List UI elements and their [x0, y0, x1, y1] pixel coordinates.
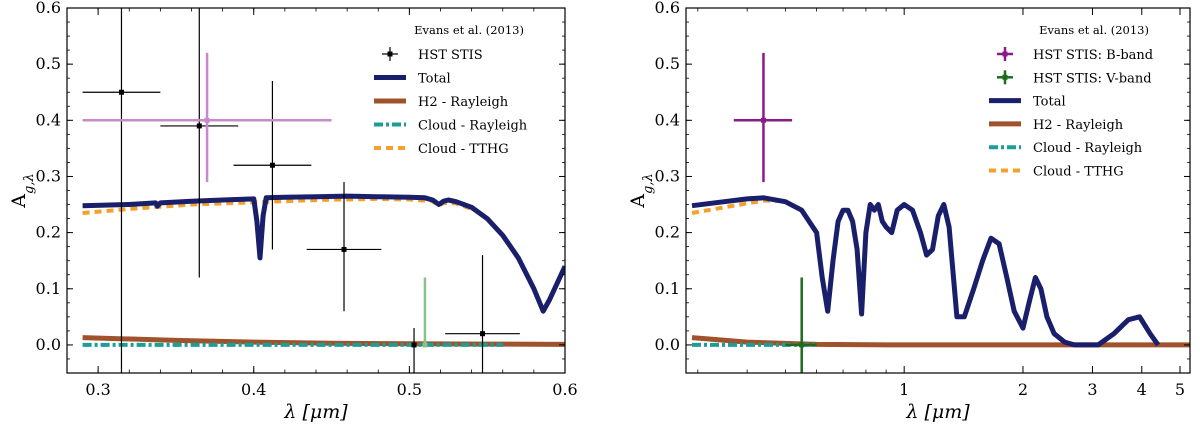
- legend-item-hst-stis: HST STIS: [382, 47, 483, 63]
- data-marker: [411, 342, 417, 348]
- data-point-5: [411, 328, 417, 373]
- legend: Evans et al. (2013) HST STIS: B-band HST S…: [989, 23, 1153, 180]
- x-tick-label: 2: [1018, 380, 1028, 399]
- series-line-total: [82, 193, 565, 314]
- legend-item-cloud-rayleigh: Cloud - Rayleigh: [989, 141, 1143, 156]
- plot-area: [691, 52, 1190, 373]
- y-axis-title: Ag,λ: [627, 173, 656, 208]
- data-marker: [760, 117, 766, 123]
- data-marker: [269, 162, 275, 168]
- y-tick-label: 0.6: [655, 0, 680, 17]
- legend-item-cloud-rayleigh: Cloud - Rayleigh: [374, 119, 528, 134]
- legend-label: HST STIS: V-band: [1033, 71, 1152, 86]
- axes-frame: [66, 7, 566, 374]
- x-tick-label: 4: [1137, 380, 1147, 399]
- legend-marker: [387, 51, 393, 57]
- legend-marker: [1002, 51, 1008, 57]
- legend-item-h2-rayleigh: H2 - Rayleigh: [989, 118, 1124, 133]
- legend-item-total: Total: [374, 72, 451, 87]
- x-tick-label: 0.5: [397, 380, 422, 399]
- legend-item-hst-stis-v-band: HST STIS: V-band: [997, 70, 1152, 86]
- data-marker: [799, 342, 805, 348]
- plot-area: [82, 8, 565, 373]
- x-axis-title: λ [μm]: [905, 401, 970, 423]
- data-point-6: [445, 255, 520, 373]
- legend-label: H2 - Rayleigh: [1033, 118, 1124, 133]
- legend-label: H2 - Rayleigh: [418, 95, 509, 110]
- y-tick-label: 0.2: [36, 223, 61, 242]
- y-tick-label: 0.3: [655, 166, 680, 185]
- legend-item-cloud-tthg: Cloud - TTHG: [989, 165, 1124, 180]
- data-point-2: [785, 277, 817, 373]
- data-point-3: [233, 81, 312, 250]
- legend-label: HST STIS: [418, 48, 483, 63]
- data-marker: [480, 331, 486, 337]
- y-tick-label: 0.2: [655, 223, 680, 242]
- data-marker: [341, 246, 347, 252]
- x-tick-label: 1: [899, 380, 909, 399]
- data-marker: [204, 117, 210, 123]
- x-tick-label: 5: [1175, 380, 1185, 399]
- legend-title: Evans et al. (2013): [414, 23, 524, 37]
- x-axis-title: λ [μm]: [283, 401, 348, 423]
- x-tick-label: 0.6: [552, 380, 577, 399]
- y-tick-label: 0.3: [36, 166, 61, 185]
- legend-label: HST STIS: B-band: [1033, 48, 1153, 63]
- data-point-4: [306, 182, 382, 312]
- y-tick-label: 0.5: [36, 54, 61, 73]
- series-line-total: [691, 195, 1161, 348]
- y-axis-title: Ag,λ: [8, 173, 37, 208]
- data-point-2: [160, 8, 239, 278]
- x-tick-label: 0.4: [241, 380, 266, 399]
- data-point-8: [422, 277, 428, 348]
- data-marker: [196, 123, 202, 129]
- data-marker: [422, 342, 428, 348]
- y-tick-label: 0.0: [36, 335, 61, 354]
- y-tick-label: 0.6: [36, 0, 61, 17]
- legend-item-cloud-tthg: Cloud - TTHG: [374, 142, 509, 157]
- legend-label: Cloud - Rayleigh: [1033, 141, 1143, 156]
- data-marker: [118, 89, 124, 95]
- y-tick-label: 0.1: [36, 279, 61, 298]
- legend-label: Total: [1033, 95, 1066, 110]
- y-tick-label: 0.5: [655, 54, 680, 73]
- legend: Evans et al. (2013) HST STIS Total H2 - Ray…: [374, 23, 528, 157]
- data-point-1: [733, 52, 793, 183]
- series-line-h2-rayleigh: [691, 335, 1190, 348]
- legend-label: Total: [418, 72, 451, 87]
- legend-marker: [1002, 74, 1008, 80]
- legend-label: Cloud - TTHG: [1033, 165, 1124, 180]
- x-tick-label: 3: [1087, 380, 1097, 399]
- legend-title: Evans et al. (2013): [1039, 23, 1149, 37]
- panel-2: 0.0 0.1 0.2 0.3 0.4 0.5 0.6 1 2 3 4 5 λ [μm] Ag,λ Evan…: [627, 0, 1191, 423]
- panel-1: 0.0 0.1 0.2 0.3 0.4 0.5 0.6 0.3 0.4 0.5 0.6 λ [μm] A…: [8, 0, 578, 423]
- legend-item-total: Total: [989, 95, 1066, 110]
- legend-label: Cloud - Rayleigh: [418, 119, 528, 134]
- legend-item-hst-stis-b-band: HST STIS: B-band: [997, 47, 1153, 63]
- legend-label: Cloud - TTHG: [418, 142, 509, 157]
- y-tick-label: 0.0: [655, 335, 680, 354]
- data-point-1: [82, 8, 161, 373]
- data-point-7: [82, 52, 332, 183]
- y-tick-label: 0.4: [36, 110, 61, 129]
- legend-item-h2-rayleigh: H2 - Rayleigh: [374, 95, 509, 110]
- y-tick-label: 0.1: [655, 279, 680, 298]
- y-tick-label: 0.4: [655, 110, 680, 129]
- x-tick-label: 0.3: [85, 380, 110, 399]
